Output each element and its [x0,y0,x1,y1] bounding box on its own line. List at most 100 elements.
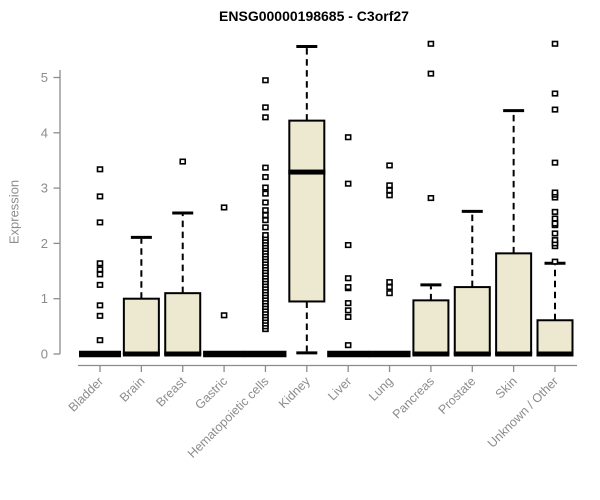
outlier-point [551,40,559,47]
outlier-point [262,104,269,111]
outlier-point [262,232,269,239]
outlier-point [344,134,352,141]
outlier-point [551,258,559,265]
box [495,252,533,356]
outlier-point [386,182,393,189]
box-group-liver [327,134,370,358]
outlier-point [551,90,559,97]
box-group-brain [122,235,160,357]
y-tick-label: 3 [41,181,48,196]
outlier-point [427,40,435,47]
box-group-prostate [453,209,491,357]
outlier-point [262,207,269,214]
box-group-unknown-other [536,40,574,357]
outlier-point [96,166,104,173]
outlier-point [344,180,352,187]
y-tick-label: 1 [41,291,48,306]
outlier-point [551,220,559,227]
outlier-point [551,237,559,244]
outlier-point [386,187,393,194]
outlier-point [262,173,269,181]
y-tick-label: 5 [41,70,48,85]
outlier-point [551,230,559,237]
outlier-point [96,302,104,309]
outlier-point [96,266,104,273]
median-line [164,351,202,357]
outlier-point [262,224,269,231]
median-line [203,350,246,358]
outlier-point [427,195,435,202]
outlier-point [96,312,104,319]
outlier-point [96,260,104,267]
outlier-point [179,158,187,165]
x-tick-label-pancreas: Pancreas [390,374,437,421]
box-group-hematopoietic-cells [244,77,287,358]
outlier-point [262,114,269,121]
outlier-point [96,219,104,226]
median-line [79,350,121,358]
outlier-point [386,162,393,169]
box [536,319,574,355]
median-line [495,351,533,357]
outlier-point [551,159,559,166]
outlier-point [386,192,393,199]
outlier-point [262,212,269,219]
box-group-pancreas [412,40,450,357]
box-group-gastric [203,204,246,358]
x-tick-label-breast: Breast [153,374,189,410]
y-tick-label: 0 [41,347,48,362]
outlier-point [96,281,104,288]
outlier-point [262,164,269,171]
median-line [368,350,411,358]
median-line [412,351,450,357]
outlier-point [344,275,352,282]
outlier-point [386,290,393,297]
box [122,297,160,356]
x-tick-label-unknown-other: Unknown / Other [485,374,561,450]
outlier-point [96,337,104,344]
outlier-point [220,312,228,319]
x-tick-label-gastric: Gastric [192,374,230,412]
box [453,286,491,356]
outlier-point [262,77,269,84]
median-line [327,350,370,358]
x-tick-label-liver: Liver [325,374,354,403]
outlier-point [344,342,352,349]
outlier-point [344,284,352,291]
box-group-breast [164,158,202,357]
outlier-point [386,284,393,291]
chart-title: ENSG00000198685 - C3orf27 [219,8,409,24]
box-group-lung [368,162,411,358]
box [288,119,326,303]
box-group-skin [495,109,533,357]
outlier-point [262,190,269,197]
outlier-point [96,193,104,200]
outlier-point [262,199,269,206]
outlier-point [96,271,104,278]
x-tick-label-hematopoietic-cells: Hematopoietic cells [185,374,272,461]
outlier-point [551,208,559,215]
box-group-bladder [79,166,121,358]
median-line [536,351,574,357]
outlier-point [220,204,228,211]
outlier-point [551,106,559,113]
outlier-point [551,189,559,196]
y-tick-label: 2 [41,236,48,251]
x-tick-label-bladder: Bladder [66,374,106,414]
outlier-point [262,217,269,224]
x-tick-label-lung: Lung [366,374,396,404]
median-line [288,169,326,175]
x-tick-label-brain: Brain [117,374,148,405]
outlier-point [344,300,352,307]
outlier-point [262,184,269,191]
outlier-point [344,307,352,314]
box [164,292,202,356]
y-tick-label: 4 [41,125,48,140]
outlier-point [344,242,352,249]
outlier-point [344,313,352,320]
median-line [453,351,491,357]
median-line [244,350,287,358]
box-group-kidney [288,45,326,355]
